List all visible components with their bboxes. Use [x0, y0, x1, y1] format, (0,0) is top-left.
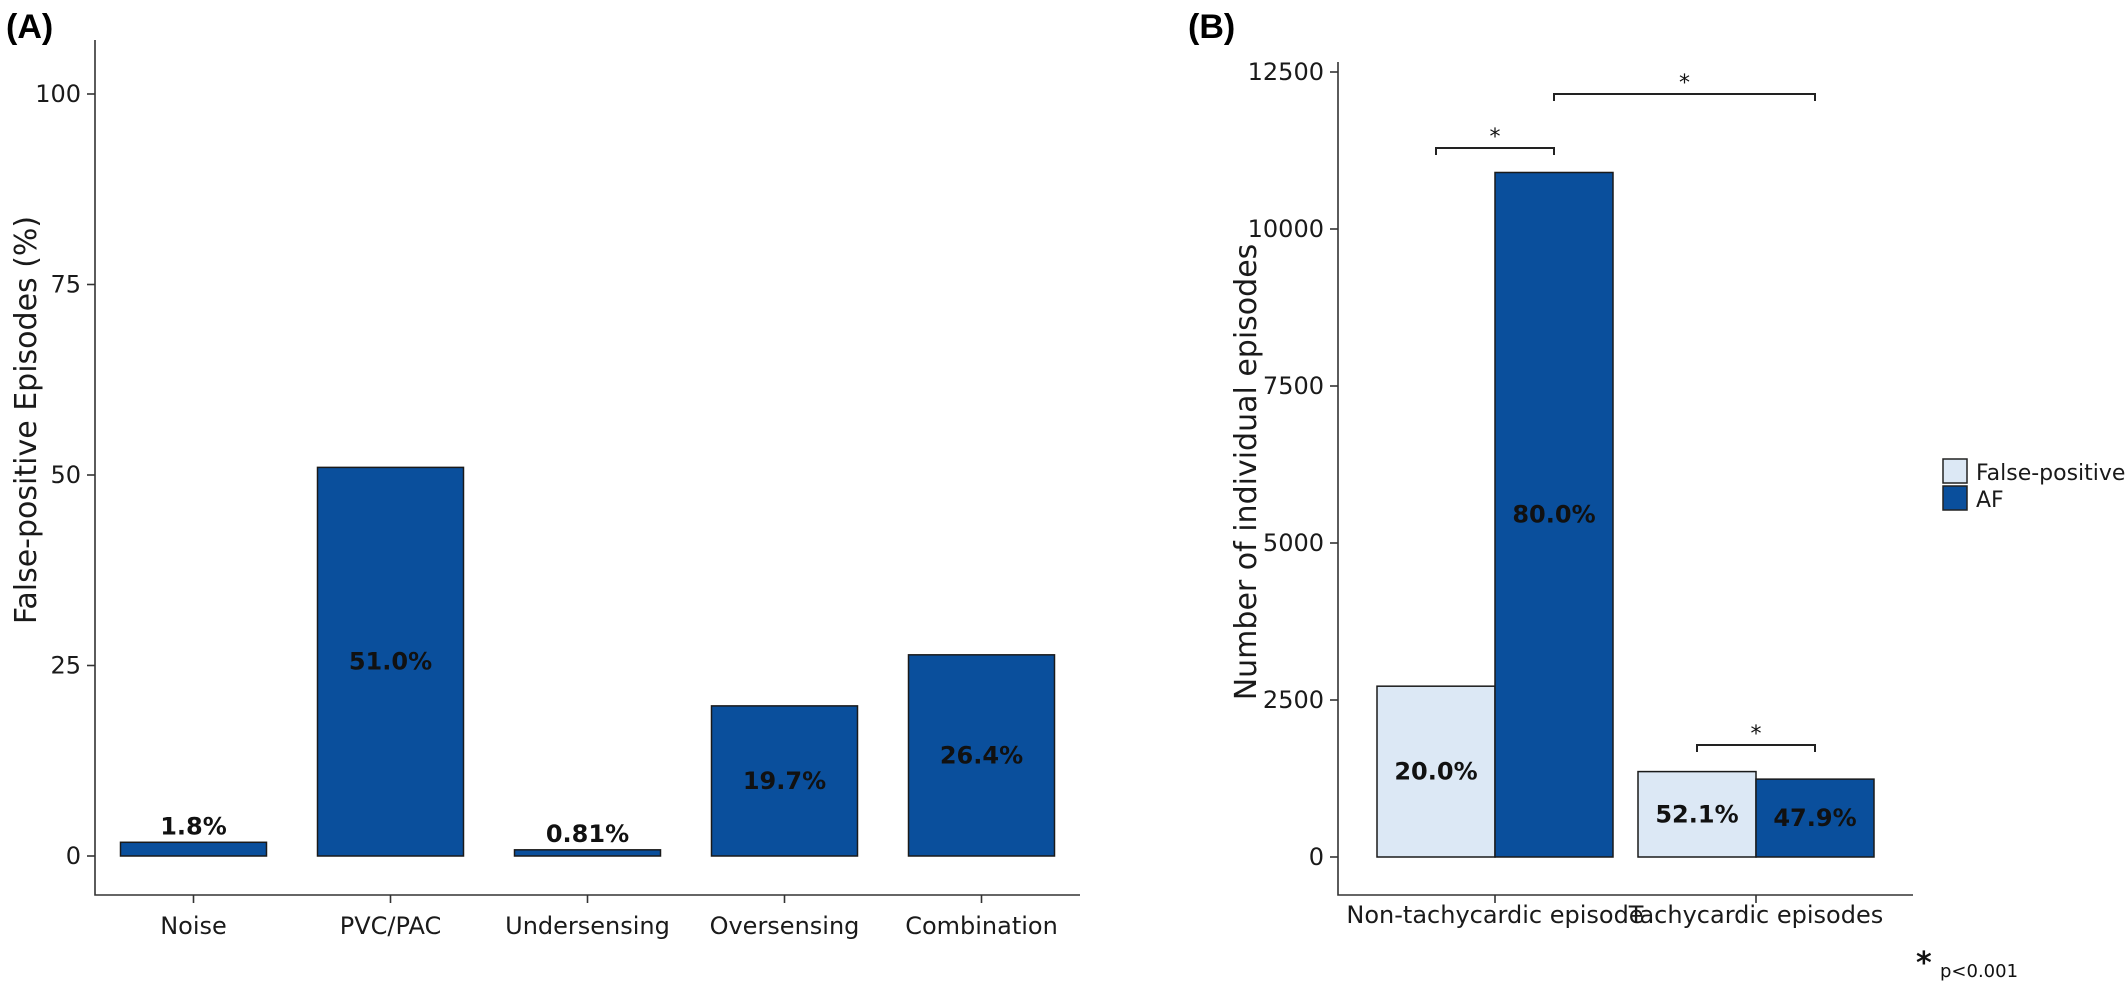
chart-b-ytick-label: 7500: [1263, 372, 1324, 400]
legend-label-af: AF: [1976, 488, 2004, 513]
chart-a-data-label: 51.0%: [349, 648, 432, 676]
footnote-symbol: *: [1916, 946, 1932, 981]
significance-bracket: [1696, 744, 1816, 752]
significance-marker: *: [1751, 722, 1762, 747]
significance-bracket: [1435, 147, 1555, 155]
chart-a-bar: [119, 841, 268, 857]
chart-a-ylabel: False-positive Episodes (%): [9, 216, 44, 624]
legend: False-positive AF: [1942, 458, 2125, 513]
chart-a-axes: [94, 40, 1080, 896]
significance-marker: *: [1490, 125, 1501, 150]
chart-a-ytick-label: 0: [66, 842, 81, 870]
chart-b-data-label: 80.0%: [1512, 501, 1595, 529]
footnote-text: p<0.001: [1940, 961, 2018, 982]
chart-a-bar: [316, 466, 465, 857]
panel-b-label: (B): [1188, 8, 1235, 46]
legend-swatch-false-positive: [1942, 458, 1968, 484]
chart-b-data-label: 47.9%: [1773, 804, 1856, 832]
chart-b-ylabel: Number of individual episodes: [1229, 244, 1264, 701]
chart-b-ytick-label: 5000: [1263, 529, 1324, 557]
chart-b: Number of individual episodes 0 2500 5000 7…: [1229, 58, 1913, 929]
significance-marker: *: [1679, 71, 1690, 96]
chart-a-xtick-label: Undersensing: [505, 912, 670, 940]
chart-b-data-label: 20.0%: [1394, 758, 1477, 786]
chart-a-ytick-label: 25: [50, 652, 81, 680]
chart-a-ytick-label: 50: [50, 461, 81, 489]
chart-a-xtick-label: Combination: [905, 912, 1058, 940]
chart-b-ytick-label: 10000: [1248, 215, 1324, 243]
chart-b-data-label: 52.1%: [1655, 800, 1738, 828]
legend-swatch-af: [1942, 485, 1968, 511]
chart-b-ytick-label: 2500: [1263, 686, 1324, 714]
chart-a-bar: [710, 705, 859, 857]
chart-a-xtick-label: Noise: [160, 912, 227, 940]
chart-a: False-positive Episodes (%) 0 25 50 75 100 No…: [9, 40, 1080, 940]
chart-a-xtick-label: PVC/PAC: [340, 912, 441, 940]
chart-b-ytick-label: 0: [1309, 843, 1324, 871]
chart-b-xtick-label: Tachycardic episodes: [1628, 901, 1883, 929]
chart-b-bar: [1637, 770, 1757, 858]
chart-a-xtick-label: Oversensing: [710, 912, 860, 940]
chart-a-bar: [907, 654, 1056, 857]
panel-a-label: (A): [6, 8, 53, 46]
legend-label-false-positive: False-positive: [1976, 461, 2125, 486]
chart-b-bar: [1755, 778, 1875, 858]
chart-a-data-label: 1.8%: [160, 812, 227, 840]
chart-b-axes: [1337, 62, 1913, 896]
chart-a-data-label: 19.7%: [743, 767, 826, 795]
chart-a-ytick-label: 100: [35, 80, 81, 108]
chart-a-ytick-label: 75: [50, 271, 81, 299]
chart-b-bar: [1494, 171, 1614, 858]
chart-b-ytick-label: 12500: [1248, 58, 1324, 86]
chart-a-data-label: 26.4%: [940, 741, 1023, 769]
chart-b-xtick-label: Non-tachycardic episode: [1346, 901, 1643, 929]
chart-b-bar: [1376, 685, 1496, 858]
chart-a-data-label: 0.81%: [546, 820, 629, 848]
significance-bracket: [1553, 93, 1816, 101]
chart-a-bar: [513, 849, 662, 857]
